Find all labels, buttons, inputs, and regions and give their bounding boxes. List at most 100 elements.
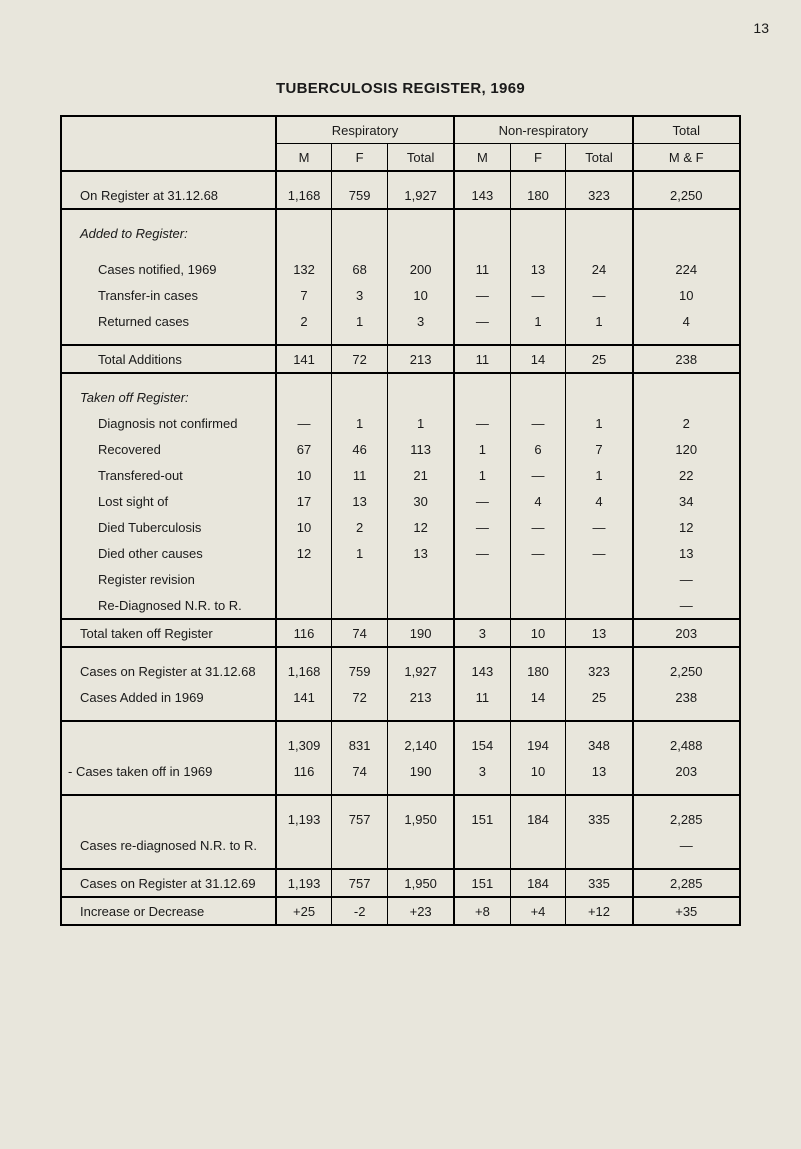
- cell: 12: [276, 540, 332, 566]
- cell: —: [510, 282, 566, 308]
- row-returned: Returned cases 2 1 3 — 1 1 4: [61, 308, 740, 334]
- cell: 34: [633, 488, 740, 514]
- cell: 30: [388, 488, 455, 514]
- table-row: [61, 209, 740, 220]
- row-total-taken-off: Total taken off Register 116 74 190 3 10…: [61, 619, 740, 647]
- cell: 10: [276, 462, 332, 488]
- cell: —: [454, 540, 510, 566]
- cell: 180: [510, 182, 566, 209]
- tuberculosis-register-table: Respiratory Non-respiratory Total M F To…: [60, 115, 741, 926]
- cell: 2,250: [633, 658, 740, 684]
- row-total-additions: Total Additions 141 72 213 11 14 25 238: [61, 345, 740, 373]
- row-cases-on-reg-68: Cases on Register at 31.12.68 1,168 759 …: [61, 658, 740, 684]
- cell: 757: [332, 869, 388, 897]
- header-resp-f: F: [332, 144, 388, 172]
- cell: 11: [332, 462, 388, 488]
- cell: 143: [454, 658, 510, 684]
- cell: —: [633, 592, 740, 619]
- cell: 831: [332, 732, 388, 758]
- cell: 2: [276, 308, 332, 334]
- cell: 72: [332, 684, 388, 710]
- cell: 74: [332, 758, 388, 784]
- row-transfer-in: Transfer-in cases 7 3 10 — — — 10: [61, 282, 740, 308]
- cell: 7: [276, 282, 332, 308]
- cell: +12: [566, 897, 633, 925]
- header-non-respiratory: Non-respiratory: [454, 116, 632, 144]
- cell: 1,168: [276, 182, 332, 209]
- cell: 143: [454, 182, 510, 209]
- header-nresp-m: M: [454, 144, 510, 172]
- cell-label: Cases on Register at 31.12.69: [61, 869, 276, 897]
- row-died-tb: Died Tuberculosis 10 2 12 — — — 12: [61, 514, 740, 540]
- cell: 3: [454, 619, 510, 647]
- cell: 1,950: [388, 806, 455, 832]
- row-cases-rediag: Cases re-diagnosed N.R. to R. —: [61, 832, 740, 858]
- cell: 2,285: [633, 869, 740, 897]
- cell: 190: [388, 619, 455, 647]
- cell: 1,309: [276, 732, 332, 758]
- cell: 10: [510, 758, 566, 784]
- header-resp-total: Total: [388, 144, 455, 172]
- cell: 3: [388, 308, 455, 334]
- cell: 1,193: [276, 869, 332, 897]
- cell-label: Re-Diagnosed N.R. to R.: [61, 592, 276, 619]
- cell: 203: [633, 758, 740, 784]
- cell-label: Died Tuberculosis: [61, 514, 276, 540]
- cell: 1: [566, 462, 633, 488]
- cell: 11: [454, 256, 510, 282]
- cell-label: Diagnosis not confirmed: [61, 410, 276, 436]
- cell: 21: [388, 462, 455, 488]
- cell: 1: [566, 308, 633, 334]
- cell: 1: [566, 410, 633, 436]
- row-register-revision: Register revision —: [61, 566, 740, 592]
- table-row: [61, 858, 740, 869]
- cell: 213: [388, 684, 455, 710]
- cell: 10: [276, 514, 332, 540]
- row-recovered: Recovered 67 46 113 1 6 7 120: [61, 436, 740, 462]
- cell-label: On Register at 31.12.68: [61, 182, 276, 209]
- cell: 11: [454, 684, 510, 710]
- header-respiratory: Respiratory: [276, 116, 454, 144]
- cell: 4: [510, 488, 566, 514]
- cell-label: Taken off Register:: [61, 384, 276, 410]
- cell: 13: [332, 488, 388, 514]
- cell: —: [566, 282, 633, 308]
- cell: 2,285: [633, 806, 740, 832]
- table-row: [61, 334, 740, 345]
- cell: 154: [454, 732, 510, 758]
- cell: 335: [566, 806, 633, 832]
- header-nresp-f: F: [510, 144, 566, 172]
- header-resp-m: M: [276, 144, 332, 172]
- cell: +25: [276, 897, 332, 925]
- cell-label: Cases on Register at 31.12.68: [61, 658, 276, 684]
- cell: 213: [388, 345, 455, 373]
- cell: 120: [633, 436, 740, 462]
- cell: 13: [633, 540, 740, 566]
- row-cases-added-69: Cases Added in 1969 141 72 213 11 14 25 …: [61, 684, 740, 710]
- cell: 1,927: [388, 658, 455, 684]
- cell: 1,168: [276, 658, 332, 684]
- cell-label: Cases Added in 1969: [61, 684, 276, 710]
- cell: 113: [388, 436, 455, 462]
- cell: —: [454, 282, 510, 308]
- cell: 116: [276, 758, 332, 784]
- cell: 2: [633, 410, 740, 436]
- row-on-register: On Register at 31.12.68 1,168 759 1,927 …: [61, 182, 740, 209]
- cell: 184: [510, 806, 566, 832]
- row-cases-taken-off-69: - Cases taken off in 1969 116 74 190 3 1…: [61, 758, 740, 784]
- cell: 24: [566, 256, 633, 282]
- cell: +8: [454, 897, 510, 925]
- cell: —: [454, 410, 510, 436]
- cell: 1: [332, 410, 388, 436]
- header-nresp-total: Total: [566, 144, 633, 172]
- cell: 11: [454, 345, 510, 373]
- cell: 141: [276, 345, 332, 373]
- cell: 1: [388, 410, 455, 436]
- cell: 1: [454, 462, 510, 488]
- cell: —: [633, 832, 740, 858]
- cell: 335: [566, 869, 633, 897]
- cell: 2,140: [388, 732, 455, 758]
- cell: 323: [566, 182, 633, 209]
- cell-label: Lost sight of: [61, 488, 276, 514]
- cell-label: Added to Register:: [61, 220, 276, 246]
